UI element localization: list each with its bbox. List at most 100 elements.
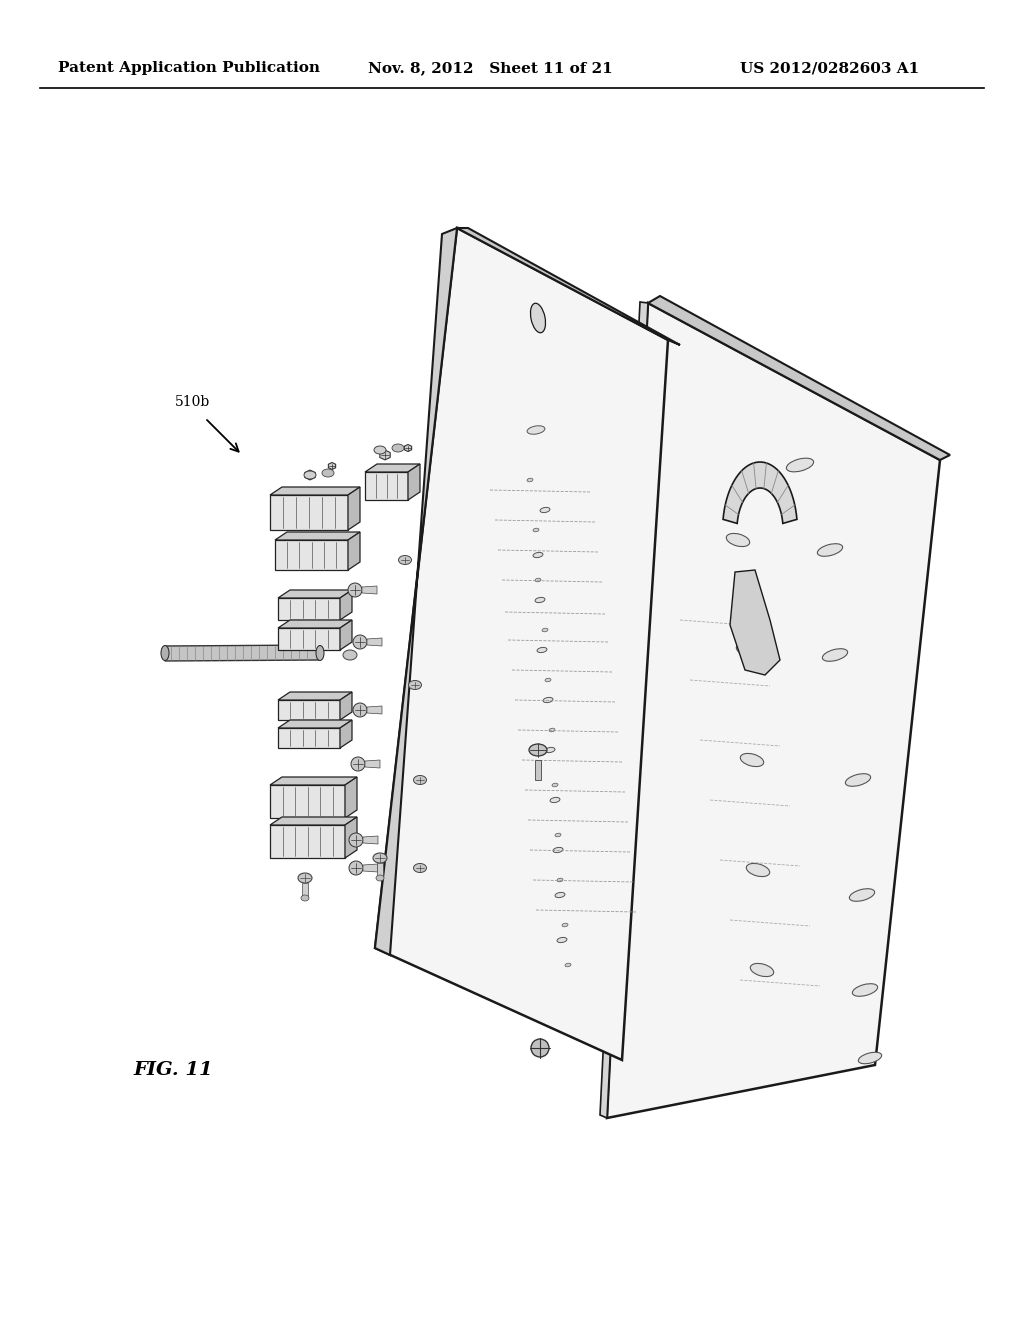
- Polygon shape: [278, 598, 340, 620]
- Ellipse shape: [349, 833, 362, 847]
- Polygon shape: [535, 760, 541, 780]
- Polygon shape: [408, 465, 420, 500]
- Ellipse shape: [527, 478, 532, 482]
- Ellipse shape: [557, 878, 563, 882]
- Ellipse shape: [552, 783, 558, 787]
- Ellipse shape: [414, 863, 427, 873]
- Polygon shape: [365, 465, 420, 473]
- Polygon shape: [278, 719, 352, 729]
- Ellipse shape: [545, 747, 555, 752]
- Ellipse shape: [304, 471, 316, 479]
- Ellipse shape: [550, 797, 560, 803]
- Polygon shape: [723, 462, 797, 524]
- Ellipse shape: [740, 754, 764, 767]
- Polygon shape: [278, 628, 340, 649]
- Ellipse shape: [535, 578, 541, 582]
- Polygon shape: [365, 760, 380, 768]
- Ellipse shape: [536, 598, 545, 603]
- Polygon shape: [375, 228, 668, 1060]
- Ellipse shape: [545, 678, 551, 682]
- Ellipse shape: [537, 647, 547, 652]
- Ellipse shape: [540, 507, 550, 512]
- Ellipse shape: [555, 833, 561, 837]
- Ellipse shape: [817, 544, 843, 556]
- Ellipse shape: [301, 895, 309, 902]
- Polygon shape: [329, 462, 336, 470]
- Ellipse shape: [353, 704, 367, 717]
- Polygon shape: [648, 296, 950, 459]
- Polygon shape: [270, 785, 345, 818]
- Polygon shape: [365, 473, 408, 500]
- Ellipse shape: [849, 888, 874, 902]
- Polygon shape: [270, 817, 357, 825]
- Ellipse shape: [316, 645, 324, 660]
- Polygon shape: [275, 532, 360, 540]
- Ellipse shape: [353, 635, 367, 649]
- Ellipse shape: [555, 892, 565, 898]
- Polygon shape: [404, 445, 412, 451]
- Polygon shape: [380, 450, 390, 459]
- Polygon shape: [345, 777, 357, 818]
- Ellipse shape: [549, 729, 555, 731]
- Ellipse shape: [565, 964, 571, 966]
- Ellipse shape: [736, 643, 760, 656]
- Ellipse shape: [751, 964, 774, 977]
- Polygon shape: [340, 620, 352, 649]
- Polygon shape: [340, 719, 352, 748]
- Ellipse shape: [322, 469, 334, 477]
- Ellipse shape: [531, 1039, 549, 1057]
- Ellipse shape: [373, 853, 387, 863]
- Ellipse shape: [343, 649, 357, 660]
- Ellipse shape: [392, 444, 404, 451]
- Polygon shape: [362, 836, 378, 843]
- Ellipse shape: [542, 628, 548, 632]
- Polygon shape: [270, 825, 345, 858]
- Ellipse shape: [543, 697, 553, 702]
- Ellipse shape: [846, 774, 870, 787]
- Text: US 2012/0282603 A1: US 2012/0282603 A1: [740, 61, 920, 75]
- Polygon shape: [375, 228, 457, 954]
- Polygon shape: [457, 228, 680, 345]
- Ellipse shape: [398, 556, 412, 565]
- Ellipse shape: [374, 446, 386, 454]
- Polygon shape: [305, 470, 315, 480]
- Ellipse shape: [351, 756, 365, 771]
- Ellipse shape: [852, 983, 878, 997]
- Polygon shape: [340, 590, 352, 620]
- Polygon shape: [730, 570, 780, 675]
- Polygon shape: [270, 495, 348, 531]
- Ellipse shape: [746, 863, 770, 876]
- Text: Nov. 8, 2012   Sheet 11 of 21: Nov. 8, 2012 Sheet 11 of 21: [368, 61, 612, 75]
- Ellipse shape: [529, 744, 547, 756]
- Polygon shape: [302, 883, 308, 898]
- Polygon shape: [165, 645, 319, 661]
- Polygon shape: [278, 620, 352, 628]
- Ellipse shape: [534, 528, 539, 532]
- Ellipse shape: [298, 873, 312, 883]
- Polygon shape: [348, 532, 360, 570]
- Polygon shape: [270, 777, 357, 785]
- Ellipse shape: [822, 648, 848, 661]
- Polygon shape: [278, 590, 352, 598]
- Ellipse shape: [348, 583, 362, 597]
- Ellipse shape: [562, 923, 568, 927]
- Ellipse shape: [161, 645, 169, 660]
- Polygon shape: [607, 304, 940, 1118]
- Polygon shape: [278, 729, 340, 748]
- Polygon shape: [348, 487, 360, 531]
- Ellipse shape: [414, 776, 427, 784]
- Polygon shape: [275, 540, 348, 570]
- Polygon shape: [278, 700, 340, 719]
- Text: FIG. 11: FIG. 11: [133, 1061, 213, 1078]
- Text: 510b: 510b: [175, 395, 210, 409]
- Ellipse shape: [553, 847, 563, 853]
- Polygon shape: [278, 692, 352, 700]
- Ellipse shape: [530, 304, 546, 333]
- Ellipse shape: [409, 681, 422, 689]
- Ellipse shape: [557, 937, 567, 942]
- Polygon shape: [367, 706, 382, 714]
- Polygon shape: [377, 863, 383, 878]
- Polygon shape: [367, 638, 382, 645]
- Polygon shape: [340, 692, 352, 719]
- Polygon shape: [345, 817, 357, 858]
